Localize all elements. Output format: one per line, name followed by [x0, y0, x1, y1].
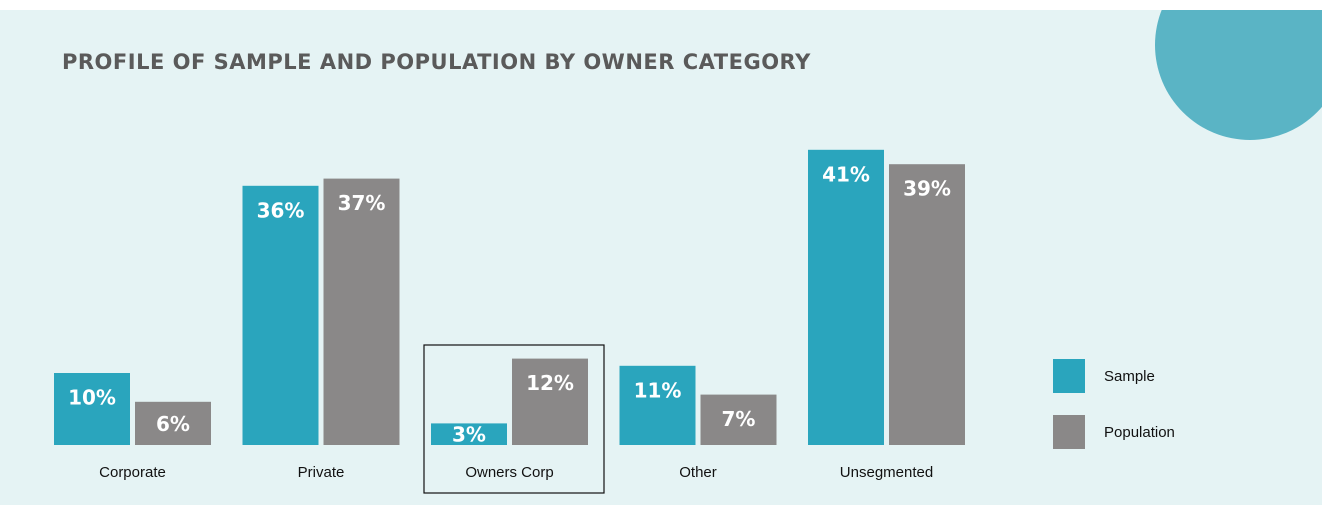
legend-swatch [1053, 415, 1085, 449]
value-label: 3% [452, 423, 486, 447]
bar [889, 164, 965, 445]
x-tick-label: Owners Corp [465, 464, 553, 481]
x-tick-label: Unsegmented [840, 464, 933, 481]
legend-swatch [1053, 359, 1085, 393]
chart: PROFILE OF SAMPLE AND POPULATION BY OWNE… [0, 0, 1338, 523]
value-label: 12% [526, 371, 574, 395]
bar [808, 150, 884, 445]
x-tick-label: Private [298, 464, 345, 481]
value-label: 10% [68, 386, 116, 410]
value-label: 11% [634, 378, 682, 402]
x-tick-label: Other [679, 464, 717, 481]
value-label: 36% [257, 198, 305, 222]
legend-label: Population [1104, 424, 1175, 441]
right-margin [1322, 0, 1338, 523]
bar [243, 186, 319, 445]
top-margin [0, 0, 1338, 10]
legend-label: Sample [1104, 368, 1155, 385]
page: PROFILE OF SAMPLE AND POPULATION BY OWNE… [0, 0, 1338, 523]
value-label: 37% [338, 191, 386, 215]
value-label: 7% [722, 407, 756, 431]
value-label: 39% [903, 177, 951, 201]
x-tick-label: Corporate [99, 464, 166, 481]
value-label: 6% [156, 412, 190, 436]
value-label: 41% [822, 162, 870, 186]
chart-title: PROFILE OF SAMPLE AND POPULATION BY OWNE… [62, 50, 811, 74]
bar [324, 179, 400, 445]
